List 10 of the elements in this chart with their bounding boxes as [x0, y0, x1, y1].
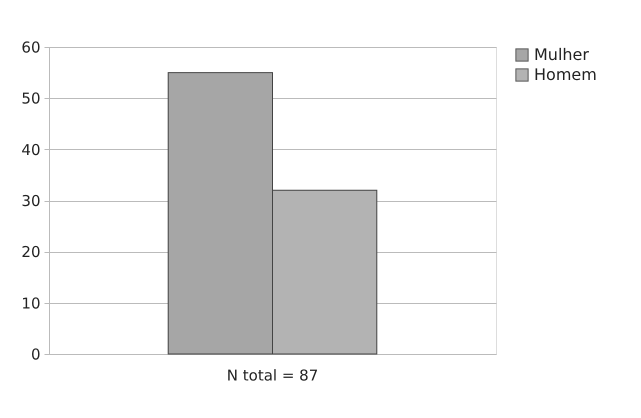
y-tick-label: 0 [30, 346, 40, 364]
y-tick-label: 20 [21, 243, 40, 262]
y-tick-label: 60 [21, 38, 40, 56]
y-tick-label: 10 [21, 294, 40, 312]
y-tick-label: 50 [21, 90, 40, 108]
y-tick-label: 30 [21, 192, 40, 210]
y-tick-label: 40 [21, 140, 40, 159]
legend-label: Mulher [534, 45, 590, 64]
x-tick-label: N total = 87 [226, 366, 318, 384]
legend-label: Homem [534, 65, 597, 84]
